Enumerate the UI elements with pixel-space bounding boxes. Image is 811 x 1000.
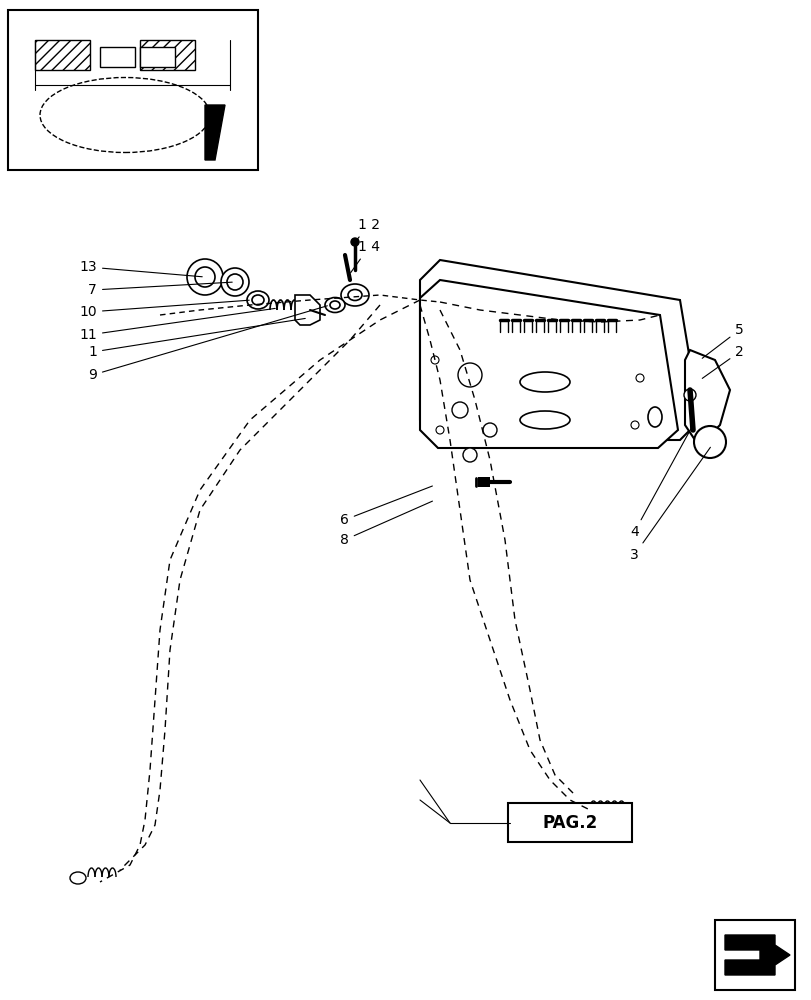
FancyBboxPatch shape: [508, 803, 631, 842]
Text: 7: 7: [88, 282, 232, 297]
Text: 13: 13: [79, 260, 202, 277]
Bar: [714, 920, 794, 990]
Circle shape: [195, 267, 215, 287]
Circle shape: [452, 402, 467, 418]
Text: PAG.2: PAG.2: [542, 814, 597, 832]
Text: 10: 10: [79, 300, 249, 319]
Circle shape: [635, 374, 643, 382]
Circle shape: [431, 356, 439, 364]
Circle shape: [187, 259, 223, 295]
Text: 1 4: 1 4: [350, 240, 380, 273]
Bar: [35, 40, 90, 70]
Bar: [8, 10, 258, 170]
Circle shape: [483, 423, 496, 437]
Text: 3: 3: [629, 447, 710, 562]
Bar: [139, 40, 195, 70]
Circle shape: [462, 448, 476, 462]
Text: 9: 9: [88, 306, 327, 382]
Circle shape: [436, 426, 444, 434]
Circle shape: [350, 238, 358, 246]
Ellipse shape: [251, 295, 264, 305]
Ellipse shape: [329, 301, 340, 309]
Ellipse shape: [519, 411, 569, 429]
Text: 5: 5: [702, 323, 743, 358]
Ellipse shape: [647, 407, 661, 427]
Polygon shape: [419, 260, 699, 440]
Polygon shape: [684, 350, 729, 440]
Bar: [100, 47, 135, 67]
Circle shape: [683, 389, 695, 401]
Circle shape: [227, 274, 242, 290]
Polygon shape: [724, 935, 789, 975]
Ellipse shape: [70, 872, 86, 884]
Polygon shape: [419, 280, 677, 448]
Text: 1: 1: [88, 318, 305, 359]
Circle shape: [457, 363, 482, 387]
Circle shape: [630, 421, 638, 429]
Ellipse shape: [247, 291, 268, 309]
Text: 1 2: 1 2: [356, 218, 380, 240]
Text: 11: 11: [79, 308, 275, 342]
Text: 4: 4: [629, 427, 691, 539]
Polygon shape: [478, 477, 489, 487]
Bar: [139, 47, 175, 67]
Text: 6: 6: [340, 486, 432, 527]
Ellipse shape: [519, 372, 569, 392]
Circle shape: [221, 268, 249, 296]
Circle shape: [693, 426, 725, 458]
Ellipse shape: [324, 298, 345, 312]
Ellipse shape: [348, 290, 362, 300]
Text: 2: 2: [702, 345, 743, 378]
Polygon shape: [204, 105, 225, 160]
Text: 8: 8: [340, 501, 432, 547]
Polygon shape: [294, 295, 320, 325]
Ellipse shape: [341, 284, 368, 306]
